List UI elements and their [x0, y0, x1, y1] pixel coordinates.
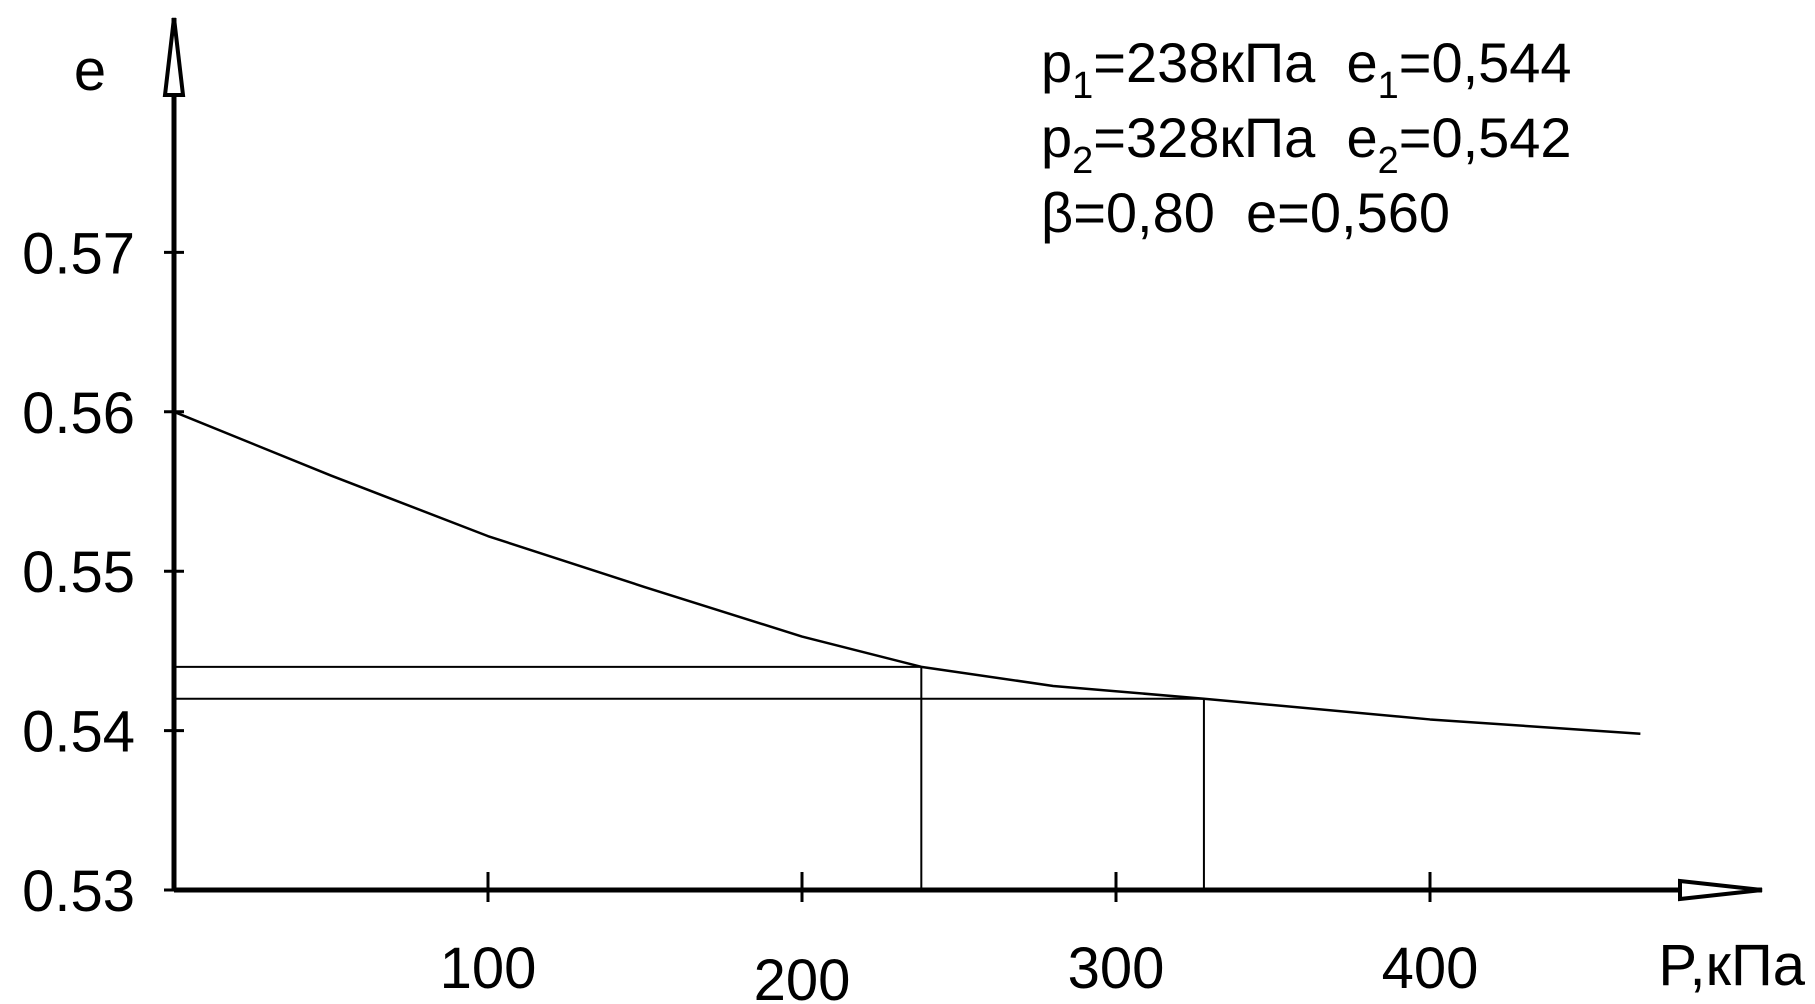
- x-axis-arrow: [1678, 878, 1763, 902]
- annotation-subscript: 2: [1378, 140, 1399, 182]
- annotation: p2=328кПа e2=0,542: [1041, 106, 1572, 182]
- y-tick-label: 0.53: [22, 859, 135, 924]
- annotation-text: β=0,80 e=0,560: [1041, 181, 1450, 244]
- x-tick-label: 200: [754, 948, 851, 1004]
- y-tick-label: 0.57: [22, 221, 135, 286]
- curve: [173, 410, 1641, 736]
- annotation: β=0,80 e=0,560: [1041, 181, 1450, 244]
- annotation-text: =238кПа e: [1093, 31, 1377, 94]
- y-axis-arrow: [162, 17, 186, 97]
- x-tick-label: 100: [440, 936, 537, 1001]
- annotation-text: =328кПа e: [1093, 106, 1377, 169]
- y-tick-label: 0.55: [22, 540, 135, 605]
- y-axis-label: e: [74, 38, 106, 103]
- annotation-text: =0,544: [1399, 31, 1572, 94]
- annotation-text: =0,542: [1399, 106, 1572, 169]
- y-tick-label: 0.56: [22, 381, 135, 446]
- annotation: p1=238кПа e1=0,544: [1041, 31, 1572, 107]
- x-axis-label: P,кПа: [1658, 933, 1805, 998]
- annotation-subscript: 2: [1072, 140, 1093, 182]
- annotation-text: p: [1041, 31, 1072, 94]
- x-tick-label: 300: [1068, 936, 1165, 1001]
- annotation-text: p: [1041, 106, 1072, 169]
- annotation-subscript: 1: [1072, 65, 1093, 107]
- y-tick-label: 0.54: [22, 700, 135, 765]
- x-tick-label: 400: [1382, 936, 1479, 1001]
- annotation-subscript: 1: [1378, 65, 1399, 107]
